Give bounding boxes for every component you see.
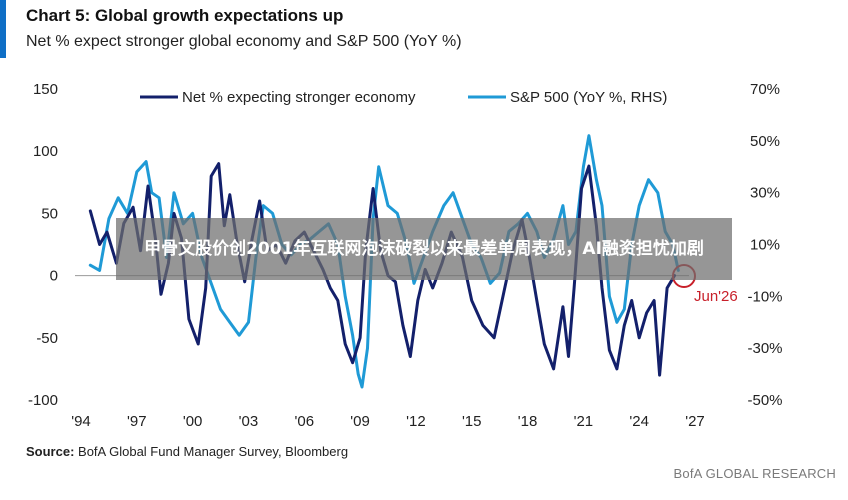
chart-title: Chart 5: Global growth expectations up	[26, 6, 344, 25]
x-tick-label: '27	[685, 413, 705, 430]
y-tick-label-right: 10%	[750, 237, 780, 254]
legend-label-sp500: S&P 500 (YoY %, RHS)	[510, 89, 667, 106]
x-tick-label: '00	[183, 413, 203, 430]
series-line-sp500	[88, 134, 680, 389]
x-tick-label: '12	[406, 413, 426, 430]
x-tick-label: '18	[518, 413, 538, 430]
right-axis-ticks: 70% 50% 30% 10% -10% -30% -50%	[747, 81, 782, 409]
source-label: Source:	[26, 444, 75, 459]
x-tick-label: '24	[629, 413, 649, 430]
left-axis-ticks: 150 100 50 0 -50 -100	[28, 81, 58, 409]
chart-legend: Net % expecting stronger economy S&P 500 …	[140, 89, 667, 106]
y-tick-label-right: 50%	[750, 133, 780, 150]
annotation-label: Jun'26	[694, 288, 738, 305]
news-headline-text: 甲骨文股价创2001年互联网泡沫破裂以来最差单周表现，AI融资担忧加剧	[144, 239, 704, 259]
chart-subtitle: Net % expect stronger global economy and…	[26, 33, 462, 50]
y-tick-label-left: 150	[33, 81, 58, 98]
y-tick-label-right: 70%	[750, 81, 780, 98]
x-tick-label: '21	[574, 413, 594, 430]
y-tick-label-left: 50	[41, 205, 58, 222]
y-tick-label-left: 100	[33, 143, 58, 160]
legend-label-net: Net % expecting stronger economy	[182, 89, 416, 106]
brand-label: BofA GLOBAL RESEARCH	[673, 466, 836, 481]
x-tick-label: '03	[239, 413, 259, 430]
x-axis-ticks: '94 '97 '00 '03 '06 '09 '12 '15 '18 '21 '24 '27	[71, 413, 705, 430]
x-tick-label: '97	[127, 413, 147, 430]
x-tick-label: '15	[462, 413, 482, 430]
source-note: Source: BofA Global Fund Manager Survey,…	[26, 444, 348, 459]
y-tick-label-right: -50%	[747, 392, 782, 409]
x-tick-label: '09	[350, 413, 370, 430]
source-text: BofA Global Fund Manager Survey, Bloombe…	[78, 444, 349, 459]
y-tick-label-left: -100	[28, 392, 58, 409]
y-tick-label-right: -30%	[747, 340, 782, 357]
y-tick-label-right: 30%	[750, 185, 780, 202]
y-tick-label-left: 0	[50, 268, 58, 285]
news-headline-banner[interactable]: 甲骨文股价创2001年互联网泡沫破裂以来最差单周表现，AI融资担忧加剧	[116, 218, 732, 280]
title-accent-bar	[0, 0, 6, 58]
x-tick-label: '94	[71, 413, 91, 430]
y-tick-label-left: -50	[36, 330, 58, 347]
x-tick-label: '06	[294, 413, 314, 430]
y-tick-label-right: -10%	[747, 288, 782, 305]
